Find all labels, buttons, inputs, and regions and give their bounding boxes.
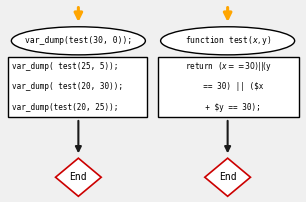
Text: return ($x == 30) || ($y: return ($x == 30) || ($y: [185, 60, 272, 73]
Text: == 30) || ($x: == 30) || ($x: [194, 82, 263, 92]
Text: End: End: [219, 172, 237, 182]
Text: var_dump( test(20, 30));: var_dump( test(20, 30));: [12, 82, 123, 92]
Text: var_dump(test(30, 0));: var_dump(test(30, 0));: [25, 36, 132, 45]
Ellipse shape: [11, 27, 145, 55]
Text: var_dump(test(20, 25));: var_dump(test(20, 25));: [12, 103, 118, 112]
Ellipse shape: [161, 27, 295, 55]
Text: function test($x, $y): function test($x, $y): [185, 34, 271, 47]
Polygon shape: [205, 158, 251, 196]
FancyBboxPatch shape: [8, 57, 147, 117]
Text: End: End: [69, 172, 87, 182]
Polygon shape: [55, 158, 101, 196]
Text: var_dump( test(25, 5));: var_dump( test(25, 5));: [12, 62, 118, 71]
Text: + $y == 30);: + $y == 30);: [196, 103, 261, 112]
FancyBboxPatch shape: [158, 57, 299, 117]
